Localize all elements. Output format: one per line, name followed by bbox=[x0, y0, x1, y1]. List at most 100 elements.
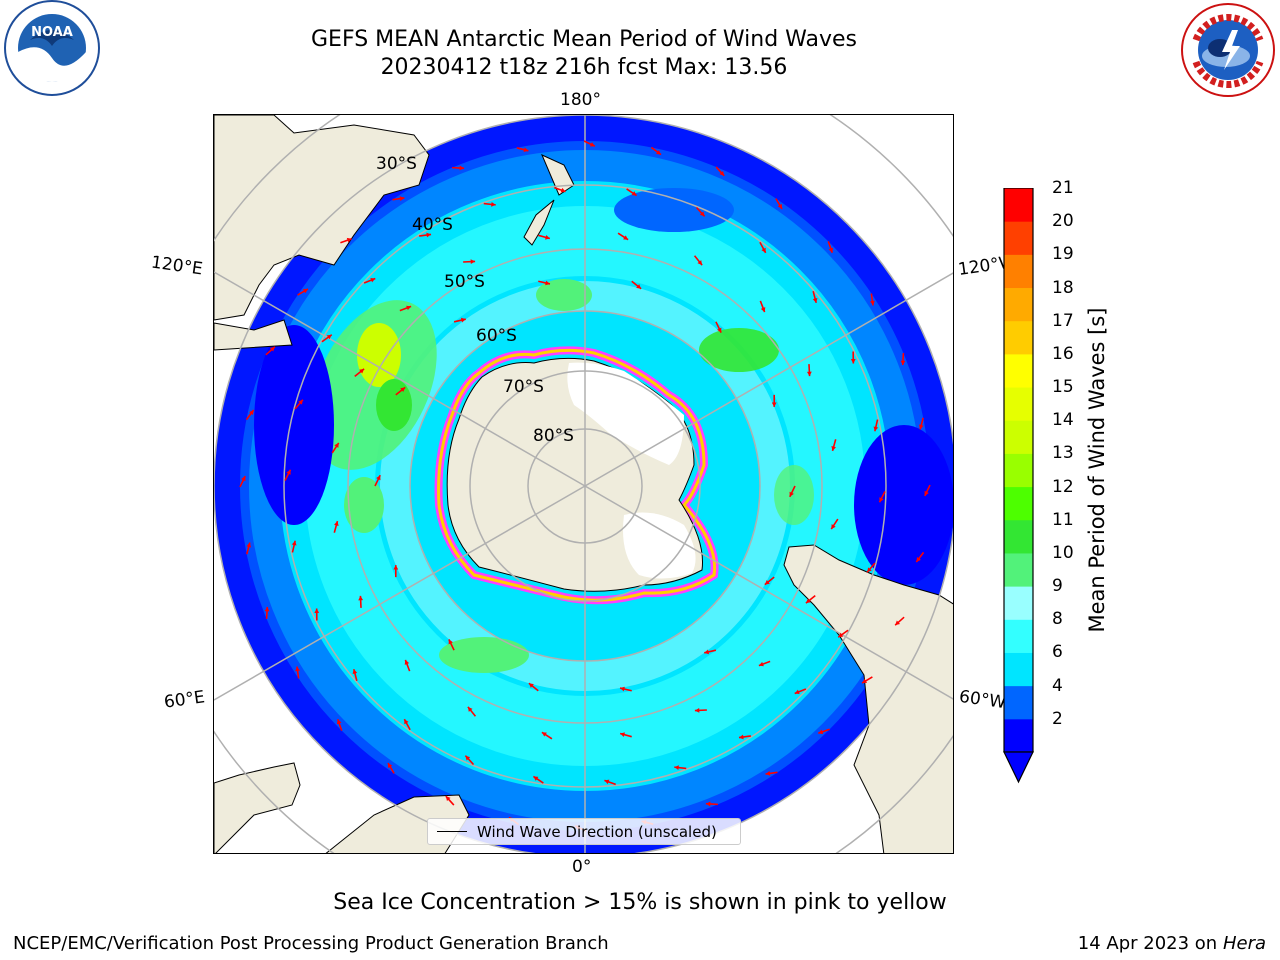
wind-wave-arrowhead bbox=[620, 732, 625, 738]
wind-wave-arrowhead bbox=[491, 202, 496, 207]
wind-wave-arrowhead bbox=[326, 334, 332, 340]
colorbar-tick-label: 20 bbox=[1052, 211, 1074, 232]
wind-wave-arrowhead bbox=[404, 719, 409, 725]
legend-label: Wind Wave Direction (unscaled) bbox=[477, 822, 717, 841]
legend-line-icon bbox=[437, 831, 467, 832]
colorbar-band bbox=[1004, 320, 1033, 355]
wind-wave-arrowhead bbox=[336, 719, 342, 725]
map-legend: Wind Wave Direction (unscaled) bbox=[427, 818, 741, 845]
lat-label-30s: 30°S bbox=[376, 154, 417, 174]
wind-wave-arrowhead bbox=[541, 732, 547, 737]
wind-wave-arrowhead bbox=[694, 707, 700, 713]
wind-wave-arrowhead bbox=[705, 801, 711, 807]
wind-wave-arrowhead bbox=[828, 247, 834, 253]
graticule bbox=[214, 115, 953, 853]
lat-label-60s: 60°S bbox=[476, 326, 517, 346]
wind-wave-arrowhead bbox=[589, 142, 595, 147]
colorbar-band bbox=[1004, 586, 1033, 620]
polar-map: 30°S 40°S 50°S 60°S 70°S 80°S bbox=[214, 115, 953, 853]
lon-label-0: 0° bbox=[572, 857, 592, 877]
wind-wave-arrowhead bbox=[862, 678, 868, 684]
wind-wave-arrowhead bbox=[656, 150, 661, 155]
colorbar-extend-arrow bbox=[1003, 751, 1034, 784]
wind-wave-arrowhead bbox=[760, 307, 766, 313]
wind-wave-arrowhead bbox=[870, 300, 875, 306]
wind-wave-arrowhead bbox=[533, 776, 539, 781]
wind-wave-arrowhead bbox=[298, 399, 303, 405]
wind-wave-arrowhead bbox=[831, 524, 836, 530]
lon-label-60e: 60°E bbox=[162, 687, 207, 713]
lat-label-80s: 80°S bbox=[533, 426, 574, 446]
wind-wave-arrowhead bbox=[528, 683, 534, 688]
wind-wave-arrowhead bbox=[631, 191, 637, 196]
wind-wave-arrowhead bbox=[264, 606, 270, 612]
lat-label-40s: 40°S bbox=[412, 215, 453, 235]
wind-wave-arrowhead bbox=[867, 567, 872, 573]
wind-wave-arrowhead bbox=[459, 165, 465, 171]
colorbar-tick-label: 8 bbox=[1052, 609, 1063, 630]
colorbar bbox=[1003, 188, 1034, 784]
colorbar-tick-label: 6 bbox=[1052, 642, 1063, 663]
wind-wave-arrowhead bbox=[623, 235, 629, 240]
wind-wave-arrowhead bbox=[924, 490, 929, 496]
colorbar-tick-label: 16 bbox=[1052, 343, 1074, 364]
wind-wave-arrowhead bbox=[376, 475, 381, 481]
colorbar-band bbox=[1004, 453, 1033, 488]
wind-wave-arrowhead bbox=[523, 147, 529, 153]
wind-wave-arrowhead bbox=[352, 669, 358, 675]
wind-wave-arrowhead bbox=[269, 346, 275, 352]
wind-wave-arrowhead bbox=[426, 232, 432, 238]
svg-text:NOAA: NOAA bbox=[31, 25, 73, 40]
noaa-logo-icon: NOAA bbox=[4, 0, 100, 96]
wind-wave-arrowhead bbox=[334, 442, 339, 448]
wind-wave-arrowhead bbox=[545, 280, 550, 286]
colorbar-tick-label: 15 bbox=[1052, 377, 1074, 398]
wind-wave-arrowhead bbox=[448, 639, 453, 645]
wind-wave-arrowhead bbox=[393, 565, 399, 570]
wind-wave-arrowhead bbox=[286, 469, 291, 475]
wind-wave-arrowhead bbox=[699, 211, 705, 217]
colorbar-tick-label: 2 bbox=[1052, 708, 1063, 729]
wind-wave-arrowhead bbox=[302, 288, 308, 294]
wind-wave-arrowhead bbox=[249, 410, 254, 415]
wind-wave-arrowhead bbox=[400, 387, 406, 393]
wind-wave-arrowhead bbox=[794, 689, 800, 695]
colorbar-tick-label: 9 bbox=[1052, 576, 1063, 597]
colorbar-tick-label: 4 bbox=[1052, 675, 1063, 696]
nws-logo-icon bbox=[1181, 3, 1275, 97]
colorbar-tick-label: 18 bbox=[1052, 277, 1074, 298]
colorbar-band bbox=[1004, 254, 1033, 289]
wind-wave-arrowhead bbox=[838, 632, 844, 638]
wind-wave-arrowhead bbox=[916, 557, 921, 562]
colorbar-band bbox=[1004, 486, 1033, 521]
wind-wave-arrowhead bbox=[467, 706, 473, 712]
colorbar-band bbox=[1004, 387, 1033, 421]
wind-wave-arrowhead bbox=[370, 277, 376, 283]
wind-wave-arrowhead bbox=[295, 666, 300, 672]
colorbar-tick-label: 10 bbox=[1052, 542, 1074, 563]
colorbar-band bbox=[1004, 353, 1033, 388]
wind-wave-arrowhead bbox=[765, 771, 771, 776]
colorbar-band bbox=[1004, 287, 1033, 322]
wind-wave-arrowhead bbox=[404, 659, 410, 665]
wind-wave-arrowhead bbox=[873, 426, 879, 432]
wind-wave-arrowhead bbox=[697, 260, 703, 266]
wind-wave-arrowhead bbox=[789, 491, 794, 497]
lon-label-180: 180° bbox=[560, 90, 601, 110]
wind-wave-arrowhead bbox=[806, 371, 812, 377]
colorbar-band bbox=[1004, 685, 1033, 720]
colorbar-tick-label: 21 bbox=[1052, 178, 1074, 198]
wind-wave-arrowhead bbox=[704, 649, 710, 655]
footer-date-text: 14 Apr 2023 on bbox=[1077, 933, 1223, 954]
wind-wave-arrowhead bbox=[895, 620, 901, 626]
wind-wave-arrowhead bbox=[241, 476, 246, 482]
wind-wave-arrowhead bbox=[314, 608, 320, 613]
wind-wave-arrowhead bbox=[545, 234, 550, 240]
lat-label-70s: 70°S bbox=[503, 377, 544, 397]
wind-wave-arrowhead bbox=[445, 796, 451, 802]
wind-wave-arrowhead bbox=[604, 779, 610, 785]
wind-wave-arrows bbox=[239, 140, 931, 832]
wind-wave-arrowhead bbox=[818, 729, 824, 735]
wind-wave-arrowhead bbox=[399, 196, 405, 201]
colorbar-tick-label: 13 bbox=[1052, 443, 1074, 464]
